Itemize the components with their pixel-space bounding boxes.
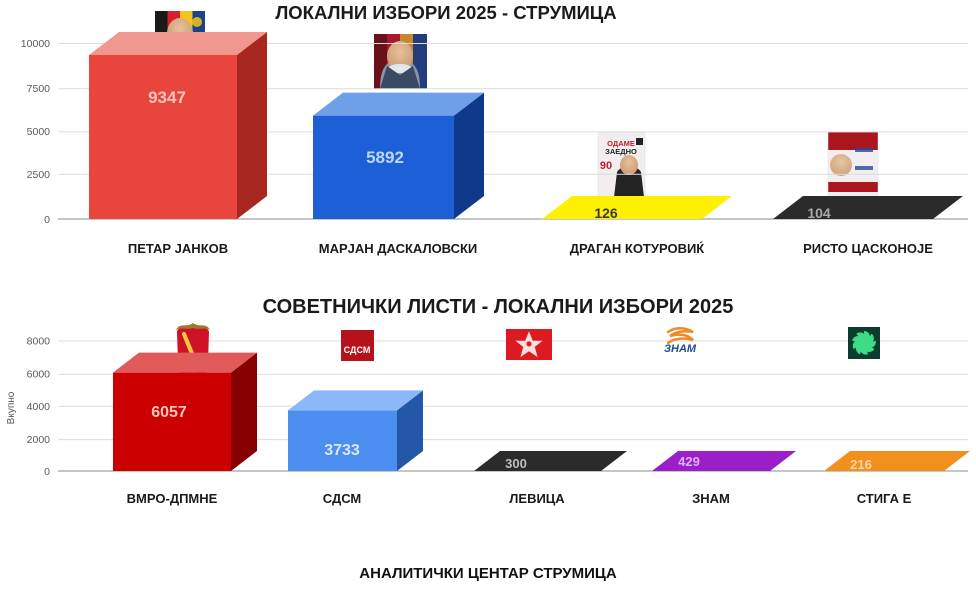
svg-text:ЛОКАЛНИ ИЗБОРИ 2025 - СТРУМИЦА: ЛОКАЛНИ ИЗБОРИ 2025 - СТРУМИЦА [275,2,616,23]
svg-text:РИСТО ЦАСКОНОЈЕ: РИСТО ЦАСКОНОЈЕ [803,241,933,256]
svg-text:ДРАГАН КОТУРОВИЌ: ДРАГАН КОТУРОВИЌ [570,241,705,256]
svg-text:104: 104 [807,205,831,221]
svg-text:126: 126 [594,205,618,221]
svg-text:4000: 4000 [27,401,51,413]
svg-text:ЗАЕДНО: ЗАЕДНО [605,147,637,156]
svg-text:АНАЛИТИЧКИ ЦЕНТАР СТРУМИЦА: АНАЛИТИЧКИ ЦЕНТАР СТРУМИЦА [359,565,617,582]
svg-text:5000: 5000 [27,126,51,138]
svg-text:СОВЕТНИЧКИ ЛИСТИ - ЛОКАЛНИ ИЗБ: СОВЕТНИЧКИ ЛИСТИ - ЛОКАЛНИ ИЗБОРИ 2025 [263,296,734,318]
svg-text:300: 300 [505,456,527,471]
svg-text:429: 429 [678,454,700,469]
svg-text:2000: 2000 [27,434,51,446]
svg-text:216: 216 [850,457,872,472]
svg-text:9347: 9347 [148,88,186,107]
svg-text:8000: 8000 [27,336,51,348]
svg-text:ЗНАМ: ЗНАМ [664,343,697,355]
svg-text:ЛЕВИЦА: ЛЕВИЦА [509,491,565,506]
svg-text:3733: 3733 [324,442,360,459]
svg-text:ЗНАМ: ЗНАМ [692,491,730,506]
svg-text:ВМРО-ДПМНЕ: ВМРО-ДПМНЕ [127,491,218,506]
svg-text:ПЕТАР ЈАНКОВ: ПЕТАР ЈАНКОВ [128,241,228,256]
svg-text:0: 0 [44,214,50,226]
svg-text:10000: 10000 [21,38,50,50]
svg-text:5892: 5892 [366,148,404,167]
svg-text:СДСМ: СДСМ [344,345,371,355]
svg-text:6000: 6000 [27,369,51,381]
svg-text:7500: 7500 [27,83,51,95]
svg-text:СДСМ: СДСМ [323,491,362,506]
svg-text:МАРЈАН ДАСКАЛОВСКИ: МАРЈАН ДАСКАЛОВСКИ [319,241,478,256]
svg-text:2500: 2500 [27,169,51,181]
svg-text:СТИГА Е: СТИГА Е [857,491,912,506]
svg-text:Вкупно: Вкупно [6,391,17,424]
svg-text:0: 0 [44,466,50,478]
svg-text:6057: 6057 [151,404,187,421]
svg-text:90: 90 [600,160,612,172]
